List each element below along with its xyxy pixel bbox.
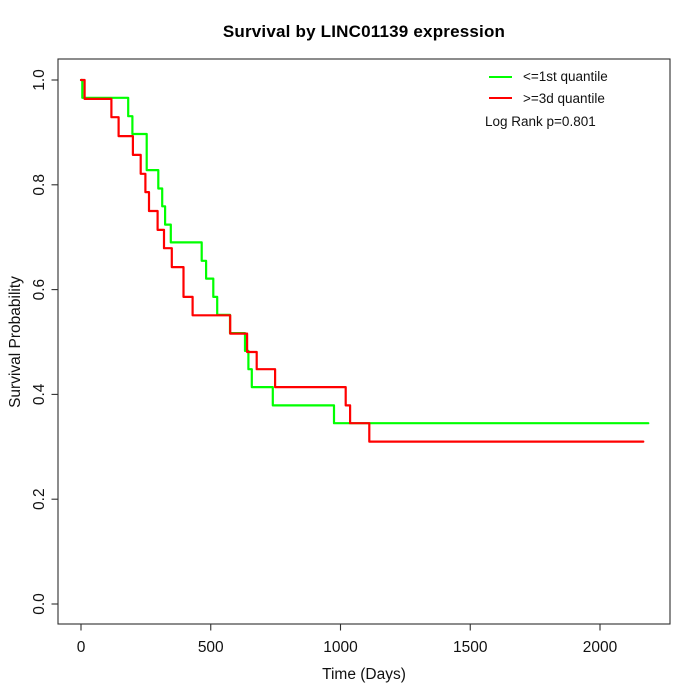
x-tick-label: 2000	[583, 639, 618, 656]
plot-box	[57, 58, 671, 625]
legend-line-green-icon	[489, 75, 512, 78]
series-line-green	[79, 78, 650, 425]
x-axis-title: Time (Days)	[322, 666, 406, 683]
chart-title: Survival by LINC01139 expression	[222, 22, 506, 41]
x-tick-label: 1000	[323, 639, 358, 656]
y-tick-label: 0.4	[31, 383, 48, 405]
y-tick-label: 0.2	[31, 488, 48, 510]
legend-item-first-quantile: <=1st quantile	[489, 66, 608, 88]
y-tick-label: 0.0	[31, 593, 48, 615]
y-axis-title: Survival Probability	[7, 276, 24, 408]
y-tick-label: 1.0	[31, 69, 48, 91]
legend-label: >=3d quantile	[523, 90, 605, 106]
x-tick-label: 500	[198, 639, 224, 656]
legend-label: <=1st quantile	[523, 69, 608, 85]
legend: <=1st quantile >=3d quantile Log Rank p=…	[485, 66, 608, 129]
legend-line-red-icon	[489, 97, 512, 100]
legend-item-third-quantile: >=3d quantile	[489, 88, 608, 110]
y-tick-label: 0.6	[31, 279, 48, 301]
series-line-red	[79, 78, 645, 443]
log-rank-note: Log Rank p=0.801	[485, 114, 596, 129]
x-tick-label: 1500	[453, 639, 488, 656]
y-tick-label: 0.8	[31, 174, 48, 196]
x-tick-label: 0	[77, 639, 86, 656]
